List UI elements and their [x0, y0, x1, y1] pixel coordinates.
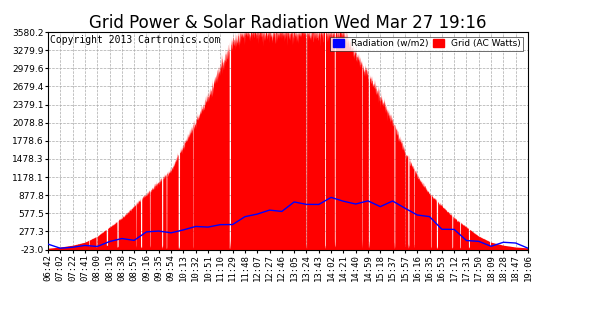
- Legend: Radiation (w/m2), Grid (AC Watts): Radiation (w/m2), Grid (AC Watts): [330, 36, 523, 51]
- Text: Copyright 2013 Cartronics.com: Copyright 2013 Cartronics.com: [50, 35, 221, 45]
- Title: Grid Power & Solar Radiation Wed Mar 27 19:16: Grid Power & Solar Radiation Wed Mar 27 …: [89, 14, 487, 32]
